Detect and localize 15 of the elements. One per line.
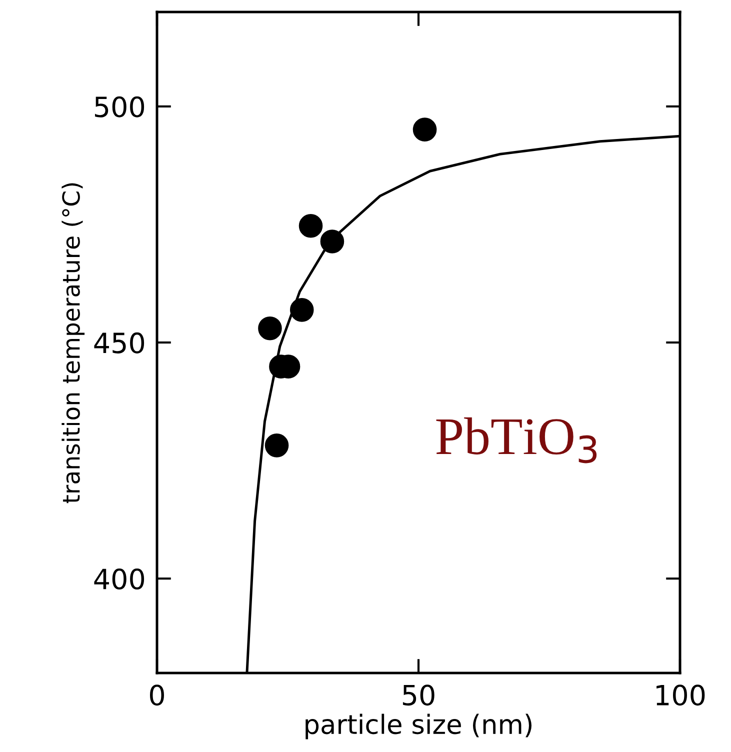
annotation: PbTiO$_{3}$: [436, 417, 597, 464]
point: [320, 230, 344, 254]
point: [412, 118, 437, 142]
point: [290, 298, 314, 322]
y-tick-label: 500: [95, 96, 144, 118]
point: [298, 214, 323, 238]
x-tick-label: 100: [656, 684, 705, 706]
y-tick-label: 400: [94, 568, 144, 590]
y-tick-label: 450: [94, 332, 144, 354]
x-axis-title: particle size (nm): [306, 714, 532, 740]
point: [258, 316, 282, 340]
point: [264, 434, 289, 458]
y-axis-title: transition temperature (°C): [62, 183, 85, 504]
x-tick-label: 0: [150, 684, 164, 706]
x-tick-label: 50: [402, 684, 434, 706]
